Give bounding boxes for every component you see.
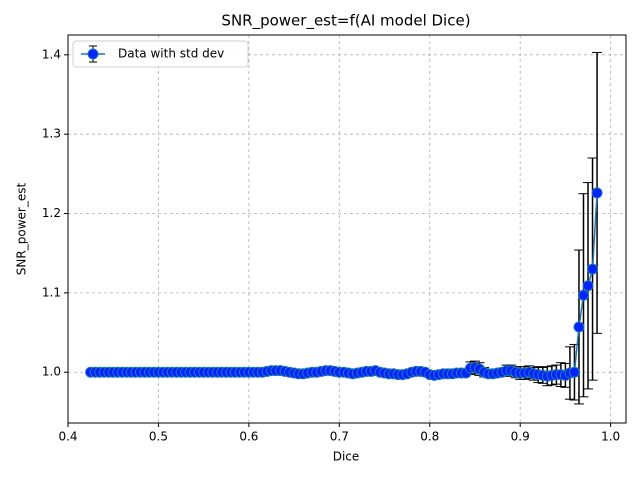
y-tick-label: 1.4	[42, 47, 61, 61]
x-tick-label: 0.4	[58, 430, 77, 444]
data-point	[582, 280, 594, 292]
x-tick-label: 0.9	[511, 430, 530, 444]
data-point	[591, 187, 603, 199]
legend-marker	[87, 48, 99, 60]
x-tick-label: 1.0	[601, 430, 620, 444]
y-tick-label: 1.3	[42, 127, 61, 141]
y-tick-label: 1.2	[42, 206, 61, 220]
x-tick-label: 0.6	[239, 430, 258, 444]
legend-label: Data with std dev	[118, 47, 224, 61]
x-tick-label: 0.8	[420, 430, 439, 444]
data-point	[577, 289, 589, 301]
data-point	[587, 263, 599, 275]
chart-title: SNR_power_est=f(AI model Dice)	[221, 12, 470, 31]
x-tick-label: 0.5	[149, 430, 168, 444]
x-tick-label: 0.7	[330, 430, 349, 444]
legend: Data with std dev	[72, 40, 249, 68]
y-axis-label: SNR_power_est	[15, 183, 29, 276]
x-axis-label: Dice	[333, 450, 360, 464]
data-point	[568, 366, 580, 378]
legend-box	[72, 40, 249, 68]
y-tick-label: 1.0	[42, 365, 61, 379]
plot-frame	[67, 34, 627, 424]
data-point	[573, 321, 585, 333]
y-tick-label: 1.1	[42, 285, 61, 299]
